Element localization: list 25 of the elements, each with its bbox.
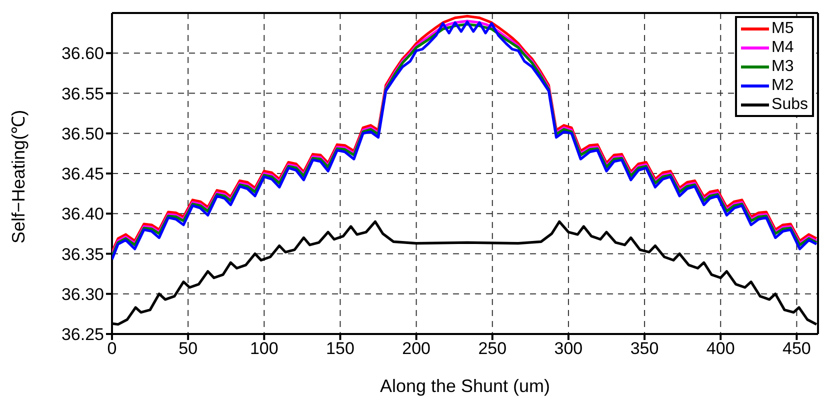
x-tick-label: 450 bbox=[782, 339, 811, 358]
y-tick-label: 36.30 bbox=[61, 284, 104, 304]
x-tick-label: 350 bbox=[630, 339, 659, 358]
y-tick-label: 36.40 bbox=[61, 204, 104, 224]
x-tick-label: 200 bbox=[402, 339, 430, 358]
legend-label: M2 bbox=[772, 76, 794, 95]
x-tick-label: 50 bbox=[178, 339, 198, 358]
x-tick-label: 400 bbox=[706, 339, 735, 358]
legend-label: Subs bbox=[772, 95, 808, 114]
x-tick-label: 250 bbox=[478, 339, 507, 358]
x-tick-label: 150 bbox=[326, 339, 354, 358]
y-tick-label: 36.45 bbox=[61, 164, 104, 184]
x-tick-label: 300 bbox=[554, 339, 583, 358]
x-axis-title: Along the Shunt (um) bbox=[380, 376, 550, 396]
y-axis-title: Self−Heating(℃) bbox=[8, 110, 28, 244]
y-tick-label: 36.35 bbox=[61, 244, 104, 264]
y-tick-label: 36.25 bbox=[61, 325, 104, 344]
x-tick-label: 0 bbox=[107, 339, 117, 358]
legend-label: M3 bbox=[772, 57, 794, 76]
y-tick-label: 36.60 bbox=[61, 44, 104, 64]
x-tick-label: 100 bbox=[250, 339, 278, 358]
y-tick-label: 36.55 bbox=[61, 84, 104, 104]
y-tick-label: 36.50 bbox=[61, 124, 104, 144]
legend-label: M4 bbox=[772, 38, 794, 57]
legend-label: M5 bbox=[772, 19, 794, 38]
